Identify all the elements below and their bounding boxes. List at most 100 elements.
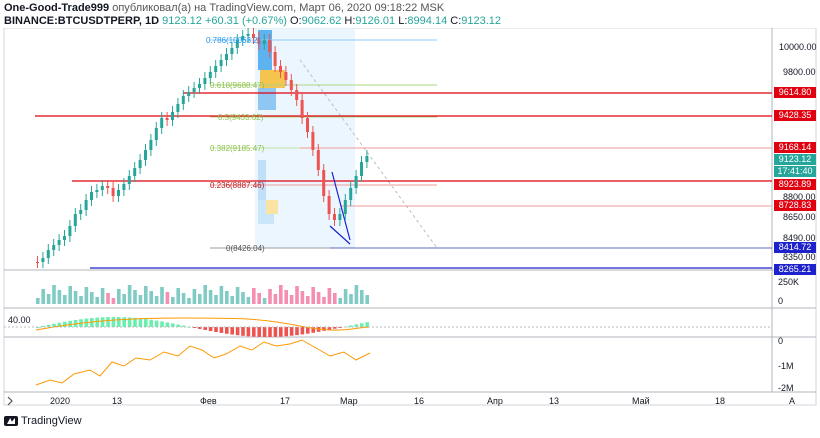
- oscillator-bar: [111, 317, 116, 327]
- volume-bar: [46, 294, 51, 304]
- candle-body: [322, 170, 326, 196]
- volume-bar: [333, 293, 337, 304]
- candle-body: [300, 100, 304, 118]
- fib-label: 0.5(9433.62): [218, 113, 264, 122]
- cum-tick: -1M: [778, 361, 794, 371]
- fib-label: 0.382(9185.47): [210, 144, 265, 153]
- oscillator-bar: [181, 325, 186, 327]
- scroll-arrow-icon[interactable]: [7, 396, 13, 406]
- trend-line[interactable]: [331, 171, 351, 241]
- price-label: 9614.80: [774, 87, 816, 98]
- candle-timer: 17:41:40: [774, 166, 816, 177]
- candle-body: [117, 190, 120, 196]
- candle-body: [327, 196, 331, 214]
- candle-body: [176, 104, 180, 112]
- cum-tick: -2M: [778, 383, 794, 393]
- volume-bars: [36, 285, 369, 304]
- volume-tick: 0: [778, 296, 783, 306]
- candle-body: [284, 72, 288, 80]
- candle-body: [133, 168, 137, 176]
- candle-body: [84, 200, 88, 210]
- oscillator-bar: [252, 327, 256, 337]
- volume-bar: [41, 289, 45, 304]
- candle-body: [225, 54, 228, 60]
- candle-body: [311, 132, 315, 150]
- volume-bar: [127, 285, 132, 304]
- candles: [36, 28, 369, 268]
- candle-body: [171, 112, 174, 120]
- price-label: 9428.35: [774, 110, 816, 121]
- volume-bar: [171, 297, 175, 304]
- level-lines: [35, 92, 772, 269]
- price-tick: 8350.00: [783, 252, 816, 262]
- volume-bar: [154, 296, 159, 304]
- ohlc-open-label: O:: [289, 15, 302, 27]
- oscillator-bar: [246, 327, 251, 337]
- time-tick: 13: [112, 396, 122, 406]
- time-tick: 13: [549, 396, 559, 406]
- oscillator-bar: [219, 327, 224, 333]
- fib-label: 0.786(10063.2): [206, 36, 261, 45]
- chart-area[interactable]: 0.786(10063.2) 0.618(9688.47) 0.5(9433.6…: [0, 27, 820, 433]
- time-tick: 17: [280, 396, 290, 406]
- candle-body: [46, 250, 50, 258]
- time-tick: 2020: [50, 396, 70, 406]
- volume-bar: [279, 285, 283, 304]
- time-tick: Мар: [340, 396, 358, 406]
- author-name[interactable]: One-Good-Trade999: [4, 2, 110, 14]
- last-price-label: 9123.12: [774, 154, 816, 165]
- oscillator-bar: [235, 327, 240, 336]
- candle-body: [154, 128, 158, 140]
- oscillator-bar: [149, 319, 153, 327]
- volume-bar: [73, 291, 78, 304]
- oscillator-bar: [57, 322, 62, 327]
- oscillator-bar: [354, 324, 359, 327]
- candle-body: [338, 214, 342, 220]
- candle-body: [127, 176, 131, 184]
- candle-body: [73, 214, 77, 226]
- auto-scale-button[interactable]: A: [789, 396, 795, 406]
- volume-bar: [235, 287, 240, 304]
- candle-body: [268, 40, 272, 52]
- volume-bar: [36, 298, 40, 304]
- publish-info: опубликовал(а) на TradingView.com, Март …: [112, 2, 445, 14]
- cumulative-delta-line: [35, 339, 371, 386]
- oscillator-bar: [230, 327, 234, 335]
- price-label: 8414.72: [774, 242, 816, 253]
- candle-body: [208, 72, 212, 78]
- candle-body: [349, 188, 353, 200]
- trend-line[interactable]: [329, 225, 351, 245]
- oscillator-bar: [176, 324, 180, 327]
- volume-bar: [306, 296, 310, 304]
- candle-body: [36, 262, 39, 263]
- price-tick: 10000.00: [779, 42, 817, 52]
- time-tick: 18: [715, 396, 725, 406]
- fib-label: 0.618(9688.47): [210, 81, 265, 90]
- oscillator-bar: [322, 327, 326, 331]
- candle-body: [165, 118, 169, 120]
- chart-canvas[interactable]: 0.786(10063.2) 0.618(9688.47) 0.5(9433.6…: [0, 27, 820, 433]
- volume-bar: [208, 290, 213, 304]
- oscillator-bar: [52, 323, 56, 327]
- volume-bar: [181, 293, 186, 304]
- candle-body: [289, 80, 293, 90]
- oscillator-bar: [257, 327, 261, 337]
- volume-bar: [122, 294, 126, 304]
- oscillator-bar: [165, 322, 170, 327]
- volume-bar: [203, 285, 207, 304]
- volume-bar: [316, 292, 321, 304]
- tradingview-logo[interactable]: TradingView: [4, 415, 82, 427]
- oscillator-bar: [214, 327, 218, 333]
- volume-tick: 250K: [778, 277, 799, 287]
- symbol-name[interactable]: BINANCE:BTCUSDTPERP, 1D: [4, 15, 160, 27]
- volume-bar: [225, 291, 229, 304]
- oscillator-bar: [138, 318, 143, 327]
- volume-bar: [300, 291, 305, 304]
- oscillator-bar: [95, 317, 99, 327]
- oscillator-bar: [360, 323, 364, 327]
- oscillator-bar: [333, 327, 337, 329]
- volume-bar: [160, 287, 164, 304]
- candle-body: [122, 184, 126, 190]
- price-label: 9168.14: [774, 142, 816, 153]
- volume-bar: [117, 289, 121, 304]
